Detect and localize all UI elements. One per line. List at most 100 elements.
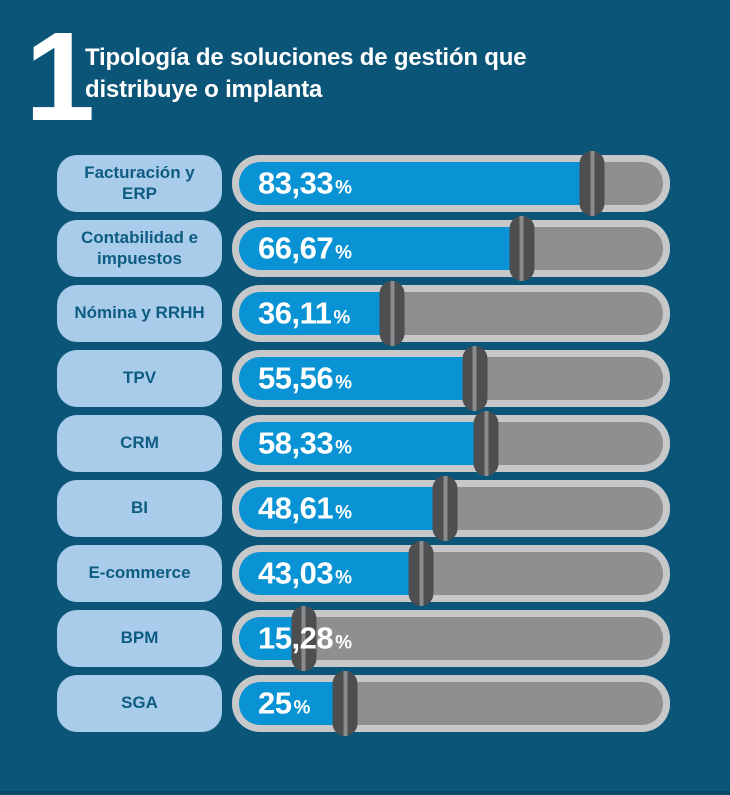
percent-sign: % [335,241,352,263]
value-number: 83,33 [258,164,334,200]
slider-handle [432,476,458,541]
section-number: 1 [25,6,96,147]
value-number: 48,61 [258,489,334,525]
bar-track-inner [239,227,663,270]
value-number: 36,11 [258,294,332,330]
bar-fill [239,227,522,270]
value-label: 48,61% [258,490,352,526]
slider-handle-slit [472,346,477,411]
slider-handle [379,281,405,346]
table-row: BI 48,61% [0,476,670,541]
bar-fill [239,292,393,335]
slider-handle-slit [343,671,347,736]
category-pill: Contabilidad e impuestos [57,220,222,277]
value-label: 58,33% [258,425,352,461]
slider-handle [408,541,434,606]
slider-handle-slit [390,281,395,346]
value-label: 15,28% [258,620,352,656]
table-row: BPM 15,28% [0,606,670,671]
category-pill: CRM [57,415,222,472]
category-pill: TPV [57,350,222,407]
bar-fill [239,357,475,400]
category-label: Nómina y RRHH [74,303,205,323]
page-title-line2: distribuye o implanta [85,75,323,103]
percent-sign: % [293,696,311,718]
category-label: CRM [120,433,159,453]
slider-handle-slit [443,476,448,541]
table-row: Contabilidad e impuestos 66,67% [0,216,670,281]
category-label: SGA [121,693,158,713]
category-pill: BPM [57,610,222,667]
table-row: E-commerce 43,03% [0,541,670,606]
percent-sign: % [335,631,352,653]
bar-fill [239,162,593,205]
category-label: Facturación y ERP [84,163,195,203]
percent-sign: % [335,501,352,523]
category-pill: Nómina y RRHH [57,285,222,342]
category-label: BI [131,498,148,518]
bar-track: 25% [232,671,670,736]
bar-fill [239,422,487,465]
bar-track: 43,03% [232,541,670,606]
percent-sign: % [335,566,352,588]
value-number: 66,67 [258,229,334,265]
category-pill: BI [57,480,222,537]
percent-sign: % [335,436,352,458]
slider-handle [332,671,358,736]
percent-sign: % [335,371,352,393]
bar-track: 83,33% [232,151,670,216]
bar-fill [239,487,446,530]
page-title: Tipología de soluciones de gestión que d… [85,42,645,106]
bar-track-inner [239,682,663,725]
bar-track: 55,56% [232,346,670,411]
table-row: CRM 58,33% [0,411,670,476]
bar-track-inner [239,292,663,335]
bar-track-inner [239,357,663,400]
slider-handle-slit [519,216,524,281]
value-number: 55,56 [258,359,334,395]
table-row: Facturación y ERP 83,33% [0,151,670,216]
bar-track: 48,61% [232,476,670,541]
page-title-line1: Tipología de soluciones de gestión que [85,44,527,71]
slider-handle-slit [419,541,424,606]
category-label: Contabilidad e impuestos [80,228,199,268]
slider-handle [473,411,499,476]
percent-sign: % [335,176,352,198]
bar-track: 15,28% [232,606,670,671]
value-number: 43,03 [258,554,334,590]
category-pill: Facturación y ERP [57,155,222,212]
slider-handle [291,606,317,671]
table-row: TPV 55,56% [0,346,670,411]
category-label: TPV [122,368,157,388]
slider-handle [509,216,535,281]
slider-handle-slit [301,606,306,671]
category-label: E-commerce [88,563,191,583]
value-label: 43,03% [258,555,352,591]
value-number: 58,33 [258,424,334,460]
value-label: 55,56% [258,360,352,396]
bar-track-inner [239,422,663,465]
value-number: 15,28 [258,619,334,655]
category-label: BPM [120,628,159,648]
table-row: SGA 25% [0,671,670,736]
percent-sign: % [333,306,351,328]
category-pill: SGA [57,675,222,732]
value-number: 25 [258,684,292,720]
slider-handle [462,346,488,411]
bar-fill [239,682,345,725]
bottom-edge-divider [0,791,730,795]
slider-handle [579,151,605,216]
bar-track-inner [239,552,663,595]
bar-track: 36,11% [232,281,670,346]
value-label: 36,11% [258,295,350,331]
value-label: 66,67% [258,230,352,266]
bar-fill [239,552,422,595]
slider-handle-slit [590,151,595,216]
bar-track: 58,33% [232,411,670,476]
value-label: 25% [258,685,310,721]
slider-handle-slit [484,411,489,476]
table-row: Nómina y RRHH 36,11% [0,281,670,346]
bar-track: 66,67% [232,216,670,281]
bar-chart: Facturación y ERP 83,33% Contabilidad e … [0,151,670,736]
